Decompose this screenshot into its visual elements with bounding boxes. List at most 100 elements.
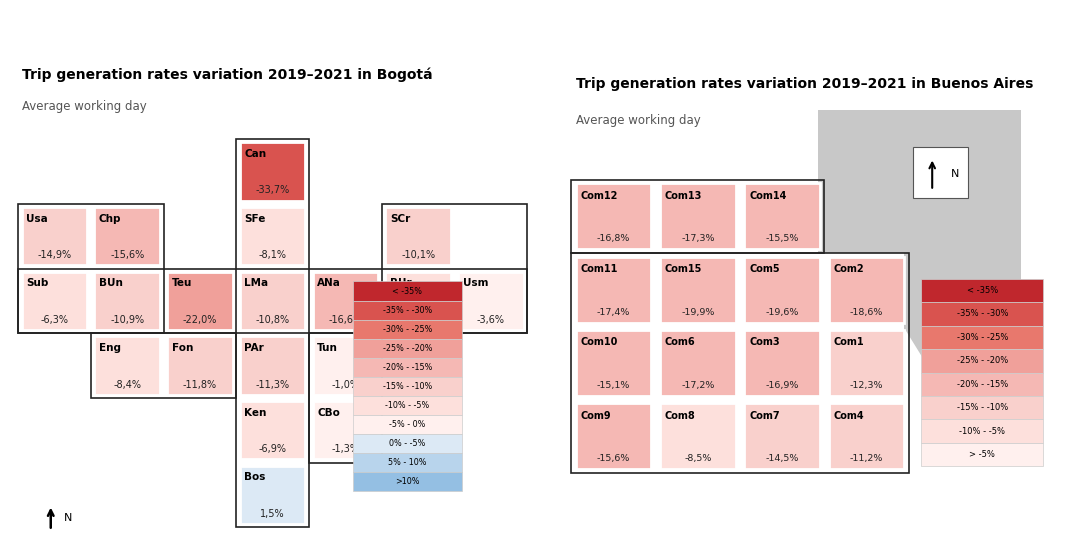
Text: Com9: Com9 [580,411,612,421]
Text: -30% - -25%: -30% - -25% [383,324,432,334]
Bar [353,320,461,339]
Text: -20% - -15%: -20% - -15% [383,363,432,372]
Text: -15,5%: -15,5% [765,234,798,244]
Bar [240,466,306,524]
Text: BUn: BUn [99,278,122,288]
Text: 5% - 10%: 5% - 10% [388,458,426,468]
Bar [94,337,160,395]
Text: -16,6%: -16,6% [328,315,363,325]
Text: -8,4%: -8,4% [113,379,142,389]
Bar [353,396,461,415]
Text: -10,9%: -10,9% [111,315,144,325]
Text: Eng: Eng [99,343,121,353]
Text: Com4: Com4 [834,411,864,421]
Text: -11,8%: -11,8% [182,379,217,389]
Bar [21,207,87,265]
Text: -18,6%: -18,6% [850,308,883,317]
Text: < -35%: < -35% [967,286,998,295]
Bar [828,403,905,469]
Text: Average working day: Average working day [575,114,701,126]
Text: Teu: Teu [172,278,192,288]
Text: Trip generation rates variation 2019–2021 in Bogotá: Trip generation rates variation 2019–202… [21,68,432,82]
Text: PAr: PAr [245,343,264,353]
Text: -11,3%: -11,3% [255,379,290,389]
Bar [18,268,527,333]
Bar [819,110,1020,330]
Text: RUr: RUr [389,278,411,288]
Bar [91,333,236,398]
Text: -30% - -25%: -30% - -25% [957,333,1008,342]
Text: -5% - 0%: -5% - 0% [389,420,426,429]
Bar [312,401,378,459]
Text: -17,2%: -17,2% [681,381,715,390]
Bar [922,302,1043,326]
Text: Trip generation rates variation 2019–2021 in Buenos Aires: Trip generation rates variation 2019–202… [575,77,1033,91]
Text: -25% - -20%: -25% - -20% [957,356,1008,365]
Bar [94,207,160,265]
Bar [353,453,461,472]
Text: -15% - -10%: -15% - -10% [957,403,1008,412]
Text: 1,5%: 1,5% [261,509,285,519]
Bar [240,401,306,459]
Bar [353,434,461,453]
Bar [312,272,378,330]
Bar [572,253,909,473]
Bar [240,207,306,265]
Text: -35% - -30%: -35% - -30% [383,306,432,315]
Bar [922,443,1043,466]
Bar [745,330,820,396]
Text: -25% - -20%: -25% - -20% [382,344,432,353]
Bar [660,183,736,249]
Polygon shape [902,326,987,462]
Bar [240,142,306,201]
Text: Com1: Com1 [834,337,864,348]
Text: Com11: Com11 [580,264,618,274]
Bar [745,257,820,323]
Bar [922,420,1043,443]
Text: Fon: Fon [172,343,193,353]
Bar [353,300,461,320]
Text: CBo: CBo [317,408,340,417]
Text: Chp: Chp [99,213,121,223]
Text: SCr: SCr [389,213,410,223]
Bar [745,183,820,249]
Bar [745,403,820,469]
Text: Bos: Bos [245,472,266,482]
Text: -6,9%: -6,9% [259,444,286,454]
Text: Com13: Com13 [665,191,703,201]
Text: -10% - -5%: -10% - -5% [385,401,429,410]
Text: N: N [951,169,959,179]
Bar [913,147,968,198]
Bar [312,337,378,395]
Text: -19,9%: -19,9% [681,308,715,317]
Bar [353,358,461,377]
Text: -8,1%: -8,1% [259,250,286,260]
Text: -33,7%: -33,7% [255,185,290,195]
Bar [922,326,1043,349]
Bar [922,349,1043,372]
Text: -19,6%: -19,6% [765,308,798,317]
Bar [21,272,87,330]
Text: > -5%: > -5% [969,450,996,459]
Text: -1,3%: -1,3% [332,444,359,454]
Bar [353,377,461,396]
Text: -8,5%: -8,5% [685,454,711,464]
Text: -15,6%: -15,6% [597,454,630,464]
Bar [167,337,233,395]
Text: Com3: Com3 [749,337,780,348]
Text: -16,8%: -16,8% [597,234,630,244]
Bar [572,180,824,253]
Bar [353,472,461,492]
Text: -16,9%: -16,9% [765,381,798,390]
Text: -11,2%: -11,2% [850,454,883,464]
Bar [353,282,461,300]
Text: Com14: Com14 [749,191,787,201]
Text: -35% - -30%: -35% - -30% [957,309,1009,318]
Text: -20% - -15%: -20% - -15% [957,379,1008,389]
Text: Usm: Usm [462,278,488,288]
Bar [94,272,160,330]
Bar [660,257,736,323]
Text: -17,3%: -17,3% [681,234,715,244]
Text: N: N [64,513,72,522]
Bar [660,403,736,469]
